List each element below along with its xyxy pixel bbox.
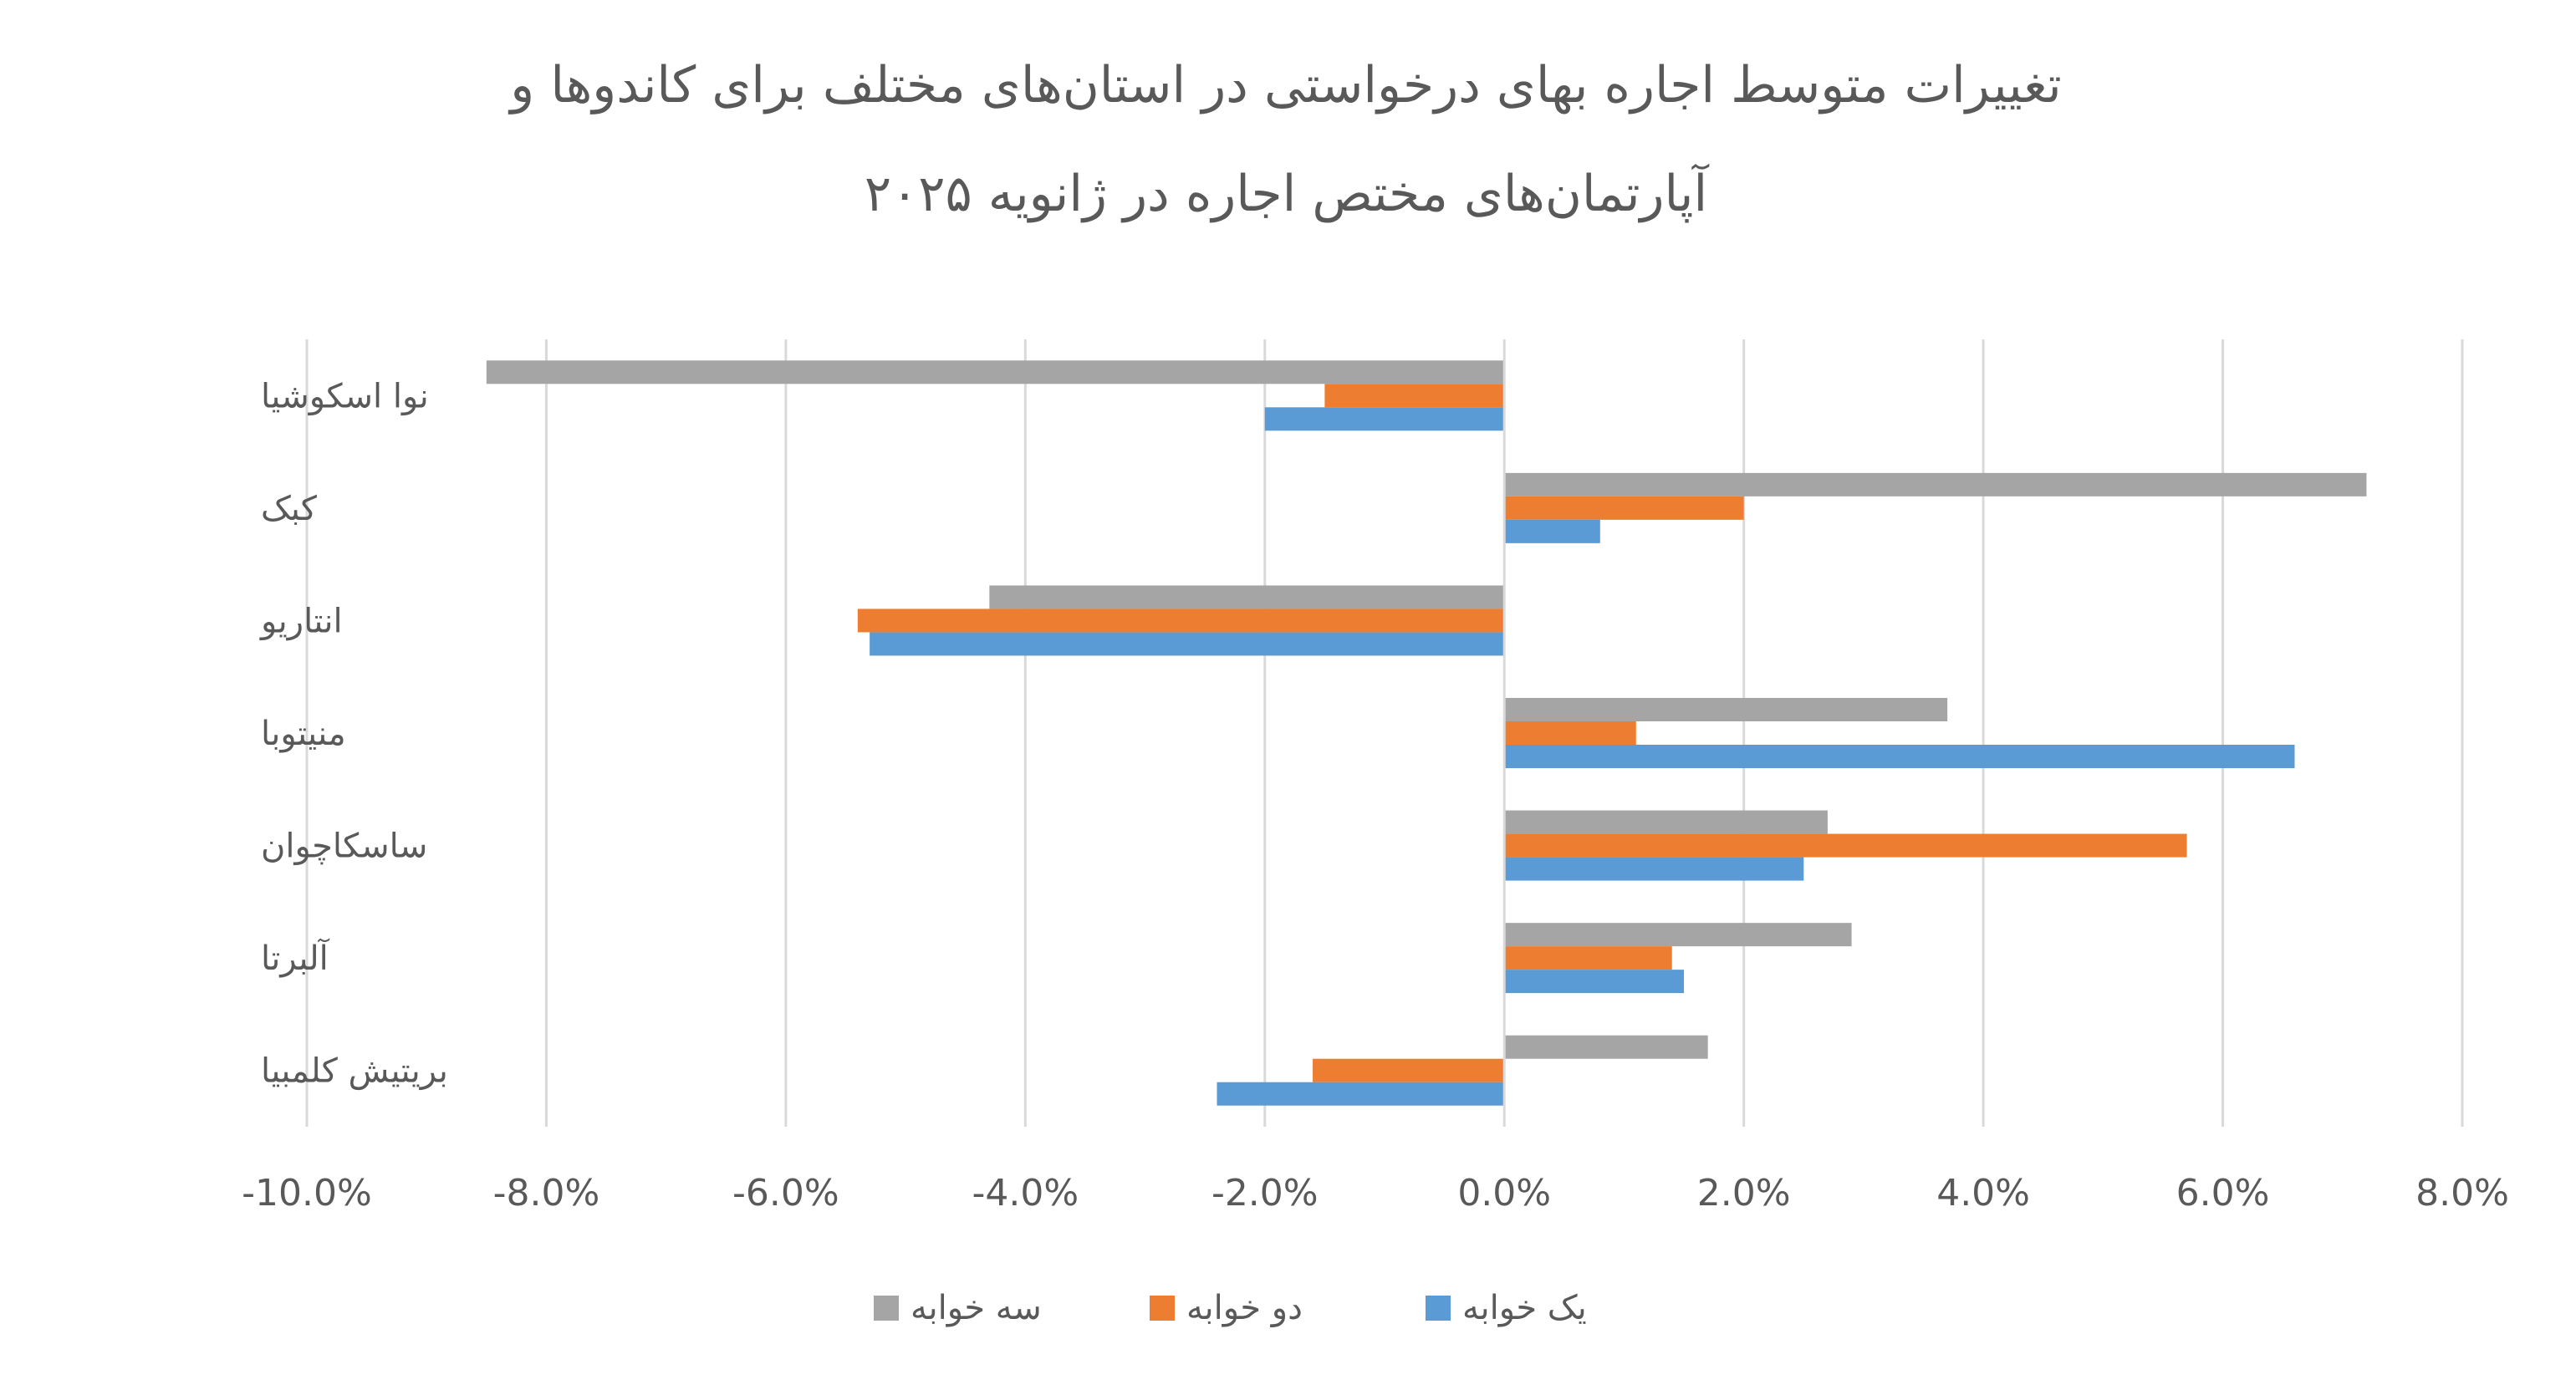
bar-2-2 (1504, 496, 1744, 520)
bar-3-2 (857, 608, 1505, 633)
legend-swatch-1 (874, 1296, 899, 1321)
legend-item-2: دو خوابه (1150, 1289, 1303, 1327)
x-tick-label-5: -2.0% (1211, 1172, 1319, 1214)
legend-swatch-3 (1426, 1296, 1451, 1321)
bar-6-2 (1504, 946, 1672, 970)
x-tick-label-6: 0.0% (1457, 1172, 1551, 1214)
bar-5-3 (1504, 857, 1804, 881)
bars (486, 360, 2367, 1106)
bar-6-3 (1504, 970, 1685, 994)
bar-3-3 (870, 632, 1505, 656)
category-label-7: بریتیش کلمبیا (261, 1052, 448, 1091)
category-label-2: کبک (261, 490, 318, 528)
bar-4-3 (1504, 745, 2295, 768)
bar-7-2 (1313, 1058, 1505, 1082)
chart-title-line-1: تغییرات متوسط اجاره بهای درخواستی در است… (508, 56, 2061, 115)
category-label-1: نوا اسکوشیا (261, 377, 429, 415)
legend-item-1: سه خوابه (874, 1289, 1042, 1327)
axes: نوا اسکوشیا کبک انتاریو منیتوبا ساسکاچوان آلب… (242, 339, 2509, 1214)
gridlines (305, 339, 2464, 1127)
legend-label-3: یک خوابه (1462, 1289, 1587, 1327)
category-label-4: منیتوبا (261, 715, 346, 753)
bar-7-3 (1217, 1082, 1505, 1106)
x-tick-label-10: 8.0% (2415, 1172, 2509, 1214)
bar-2-3 (1504, 519, 1600, 543)
legend-label-1: سه خوابه (911, 1289, 1042, 1327)
x-tick-label-7: 2.0% (1697, 1172, 1791, 1214)
bar-1-1 (486, 360, 1505, 384)
bar-6-1 (1504, 923, 1852, 947)
bar-5-1 (1504, 810, 1828, 834)
x-tick-label-2: -8.0% (493, 1172, 600, 1214)
legend-swatch-2 (1150, 1296, 1175, 1321)
bar-2-1 (1504, 472, 2367, 496)
chart-title: تغییرات متوسط اجاره بهای درخواستی در است… (508, 56, 2061, 223)
bar-7-1 (1504, 1035, 1708, 1059)
x-tick-label-4: -4.0% (972, 1172, 1079, 1214)
legend-label-2: دو خوابه (1186, 1289, 1303, 1327)
bar-4-2 (1504, 721, 1636, 745)
legend: سه خوابه دو خوابه یک خوابه (874, 1289, 1587, 1327)
x-tick-label-1: -10.0% (242, 1172, 372, 1214)
category-label-5: ساسکاچوان (261, 827, 427, 866)
category-label-6: آلبرتا (261, 938, 330, 978)
bar-1-3 (1264, 407, 1505, 431)
x-tick-label-8: 4.0% (1936, 1172, 2030, 1214)
x-tick-label-9: 6.0% (2176, 1172, 2270, 1214)
x-tick-label-3: -6.0% (732, 1172, 839, 1214)
bar-4-1 (1504, 698, 1948, 721)
bar-1-2 (1324, 384, 1505, 408)
bar-5-2 (1504, 833, 2187, 858)
legend-item-3: یک خوابه (1426, 1289, 1587, 1327)
category-label-3: انتاریو (259, 602, 343, 640)
bar-3-1 (989, 585, 1505, 609)
chart-title-line-2: آپارتمان‌های مختص اجاره در ژانویه ۲۰۲۵ (865, 163, 1710, 223)
